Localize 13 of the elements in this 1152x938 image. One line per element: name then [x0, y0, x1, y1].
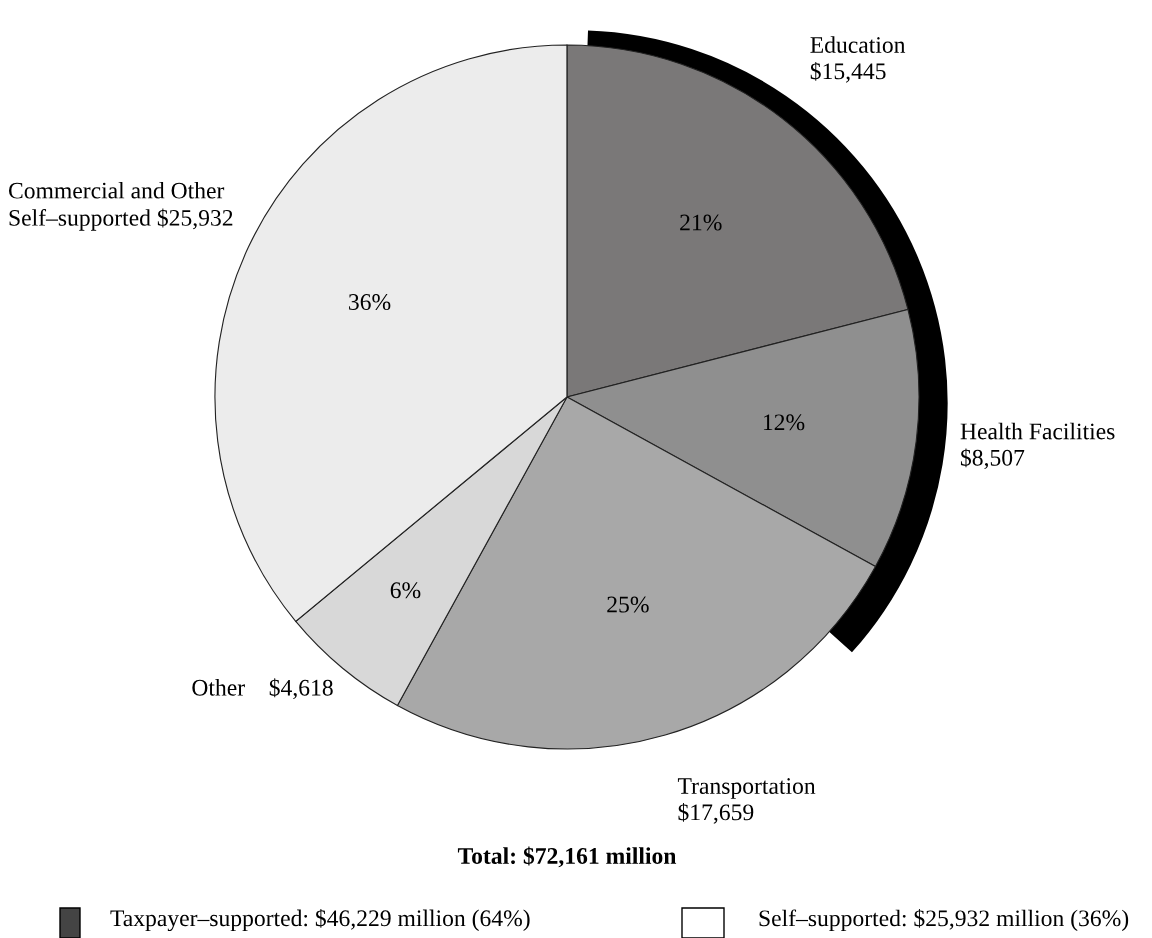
data-label: 36% — [349, 294, 391, 311]
slice-label: Health Facilities $8,507 — [960, 422, 1115, 470]
slice-label: Other $4,618 — [192, 678, 333, 700]
slice-label: Commercial and Other Self–supported $25,932 — [8, 181, 233, 231]
data-label: 6% — [390, 582, 421, 599]
slice-label: Education $15,445 — [810, 36, 906, 83]
text: Self–supported: $25,932 million (36%) — [759, 908, 1129, 932]
data-label: 21% — [680, 214, 722, 231]
data-label: 25% — [607, 596, 649, 613]
text: Taxpayer–supported: $46,229 million (64%) — [110, 908, 530, 932]
data-label: 12% — [763, 414, 805, 431]
text: Total: $72,161 million — [457, 846, 677, 868]
slice-label: Transportation $17,659 — [677, 778, 816, 824]
